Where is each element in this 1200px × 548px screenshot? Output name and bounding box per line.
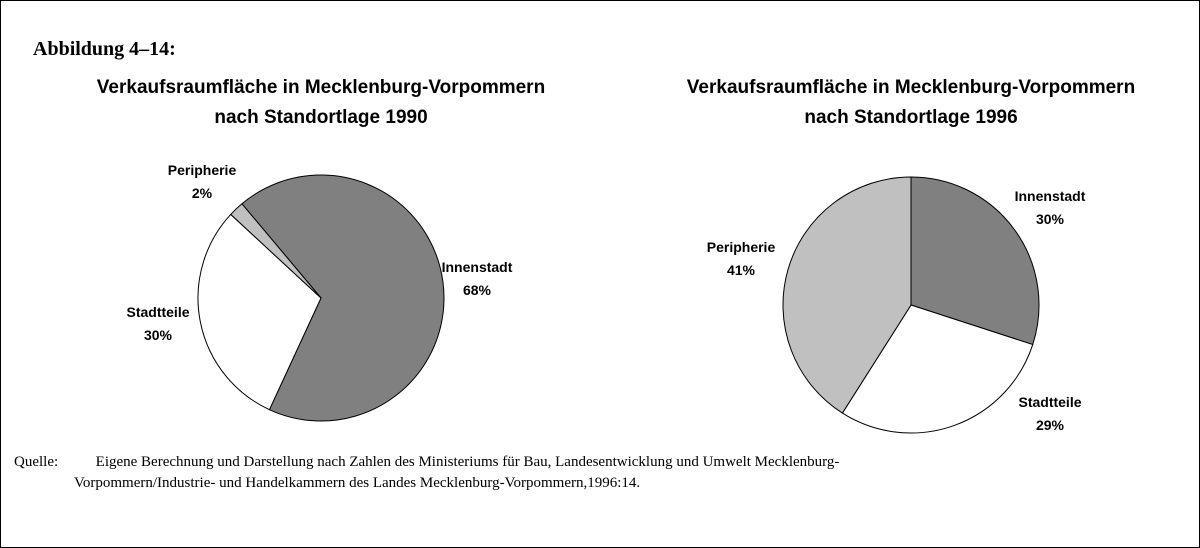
slice-label: Stadtteile xyxy=(1018,394,1081,410)
slice-value-label: 41% xyxy=(727,262,756,278)
pie-slice xyxy=(841,304,1034,434)
pie-slice xyxy=(230,203,322,299)
slice-label: Peripherie xyxy=(168,162,237,178)
figure-title: Abbildung 4–14: xyxy=(33,38,176,60)
slice-label: Stadtteile xyxy=(126,304,189,320)
source: Quelle: Eigene Berechnung und Darstellun… xyxy=(14,452,1186,494)
slice-value-label: 2% xyxy=(192,185,213,201)
chart-subtitle: nach Standortlage 1996 xyxy=(804,107,1017,128)
slice-label: Peripherie xyxy=(707,239,776,255)
chart-subtitle: nach Standortlage 1990 xyxy=(214,107,427,128)
chart-title: Verkaufsraumfläche in Mecklenburg-Vorpom… xyxy=(97,77,545,98)
pie-slice xyxy=(241,174,445,422)
pie-slice xyxy=(910,176,1040,346)
slice-value-label: 29% xyxy=(1036,417,1065,433)
chart-title: Verkaufsraumfläche in Mecklenburg-Vorpom… xyxy=(687,77,1135,98)
pie-slice xyxy=(197,213,322,411)
source-line: Vorpommern/Industrie- und Handelkammern … xyxy=(74,475,641,491)
source-text: Eigene Berechnung und Darstellung nach Z… xyxy=(95,454,840,470)
slice-value-label: 68% xyxy=(463,282,492,298)
source-label: Quelle: xyxy=(14,454,59,470)
pie-slice xyxy=(782,176,912,414)
slice-label: Innenstadt xyxy=(1015,188,1086,204)
slice-value-label: 30% xyxy=(1036,211,1065,227)
slice-label: Innenstadt xyxy=(442,259,513,275)
slice-value-label: 30% xyxy=(144,327,173,343)
source-line: Quelle: Eigene Berechnung und Darstellun… xyxy=(14,452,1186,473)
